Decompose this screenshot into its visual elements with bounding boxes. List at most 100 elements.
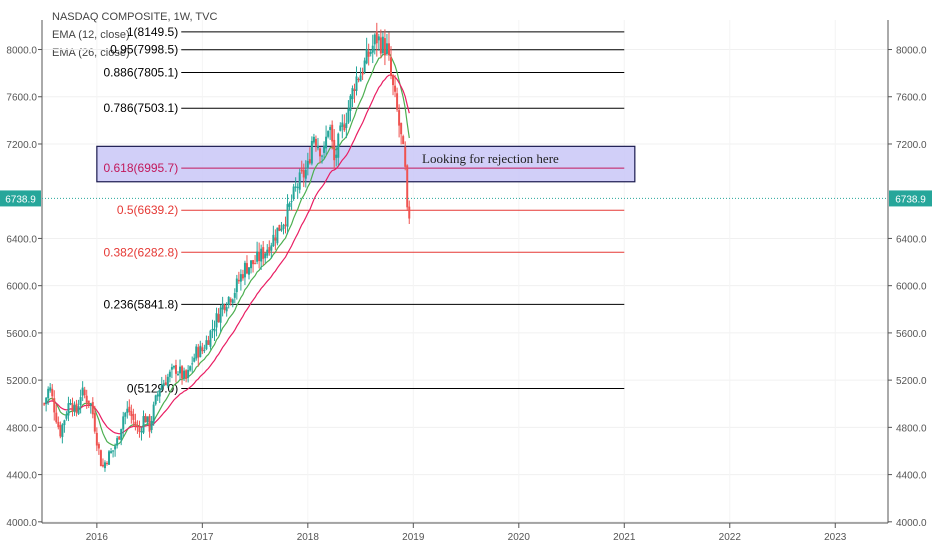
candle-body <box>164 382 167 386</box>
candle-body <box>203 350 206 352</box>
candle-body <box>130 411 133 417</box>
candle-body <box>302 170 305 178</box>
candle-body <box>219 307 222 323</box>
candle-body <box>59 425 62 437</box>
fib-label: 0.786(7503.1) <box>104 101 179 115</box>
candle-body <box>81 387 84 396</box>
candle-body <box>310 140 313 164</box>
candle-body <box>174 365 177 374</box>
candle-body <box>93 413 96 432</box>
candle-body <box>408 206 411 219</box>
candle-body <box>124 412 127 417</box>
candle-body <box>258 252 261 262</box>
candle-body <box>367 51 370 57</box>
zone-annotation: Looking for rejection here <box>422 151 559 166</box>
candle-body <box>116 438 119 446</box>
ema-lines <box>43 52 410 447</box>
candle-body <box>103 462 106 469</box>
candle-body <box>57 421 60 428</box>
candle-body <box>75 403 78 413</box>
candle-body <box>61 424 64 438</box>
candle-body <box>394 85 397 92</box>
y-tick-label-left: 5200.0 <box>6 376 37 387</box>
y-tick-label-left: 4000.0 <box>6 518 37 529</box>
candle-body <box>250 260 253 269</box>
candle-body <box>363 60 366 73</box>
candle-body <box>341 122 344 127</box>
candle-body <box>223 304 226 311</box>
y-tick-label-right: 5600.0 <box>896 329 927 340</box>
candle-body <box>211 328 214 330</box>
candle-body <box>385 43 388 54</box>
fib-label: 0(5129.0) <box>127 382 178 396</box>
candle-body <box>235 278 238 293</box>
candle-body <box>67 403 70 416</box>
candle-body <box>213 328 216 332</box>
candle-body <box>209 330 212 347</box>
candle-body <box>243 262 246 278</box>
candle-body <box>333 139 336 161</box>
candle-body <box>134 421 137 426</box>
y-tick-label-right: 8000.0 <box>896 46 927 57</box>
candle-body <box>296 186 299 188</box>
candle-body <box>79 397 82 406</box>
candle-body <box>179 366 182 374</box>
candle-body <box>101 464 104 467</box>
fibonacci-retracement: 1(8149.5) 0.95(7998.5) 0.886(7805.1) 0.786(… <box>104 25 625 396</box>
candle-body <box>158 389 161 397</box>
rejection-zone-layer <box>96 145 636 183</box>
candle-body <box>323 146 326 153</box>
candle-body <box>73 405 76 412</box>
candle-body <box>69 403 72 405</box>
candle-body <box>276 227 279 244</box>
candle-body <box>355 76 358 91</box>
candle-body <box>268 247 271 254</box>
candle-body <box>118 436 121 440</box>
candle-body <box>306 160 309 169</box>
candle-body <box>187 369 190 378</box>
candle-body <box>383 38 386 56</box>
y-tick-label-left: 7200.0 <box>6 140 37 151</box>
price-badge-right-text: 6738.9 <box>895 194 926 205</box>
y-tick-label-right: 7200.0 <box>896 140 927 151</box>
candle-body <box>65 415 68 419</box>
candle-body <box>183 370 186 378</box>
candle-body <box>337 133 340 158</box>
candle-body <box>371 45 374 53</box>
candle-body <box>89 403 92 406</box>
candle-body <box>381 36 384 54</box>
fib-label: 0.5(6639.2) <box>117 203 178 217</box>
candle-body <box>150 420 153 430</box>
candle-body <box>400 122 403 135</box>
candle-body <box>331 124 334 142</box>
candle-body <box>272 234 275 246</box>
candle-body <box>215 313 218 328</box>
candle-body <box>404 146 407 167</box>
y-tick-label-right: 5200.0 <box>896 376 927 387</box>
y-tick-label-left: 4400.0 <box>6 471 37 482</box>
candle-body <box>144 415 147 423</box>
candle-body <box>205 340 208 350</box>
candle-body <box>154 395 157 405</box>
ema26-line <box>43 74 410 435</box>
candle-body <box>51 388 54 397</box>
candle-body <box>398 110 401 126</box>
candle-body <box>47 388 50 399</box>
candle-body <box>168 371 171 377</box>
candle-body <box>256 251 259 262</box>
candle-body <box>83 389 86 396</box>
candle-body <box>108 451 111 465</box>
fib-label: 0.382(6282.8) <box>104 245 179 259</box>
x-tick-label: 2017 <box>191 532 214 543</box>
candle-body <box>185 370 188 379</box>
candle-body <box>335 154 338 158</box>
candle-body <box>260 248 263 262</box>
rejection-zone-box <box>96 145 636 183</box>
candle-body <box>229 298 232 303</box>
candle-body <box>136 426 139 428</box>
candle-body <box>63 420 66 426</box>
candle-body <box>280 228 283 231</box>
candle-body <box>365 48 368 64</box>
ema12-legend[interactable]: EMA (12, close) <box>52 29 130 41</box>
